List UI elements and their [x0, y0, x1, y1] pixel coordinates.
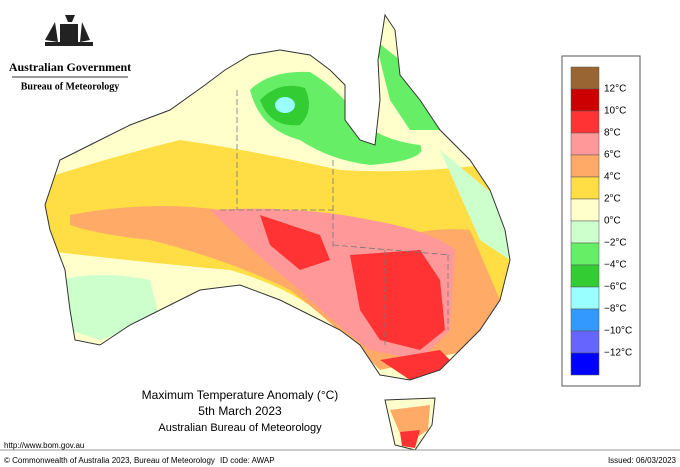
legend-swatch: [570, 330, 600, 354]
legend-swatch: [570, 154, 600, 178]
legend-label: −6°C: [604, 282, 627, 293]
legend-label: −8°C: [604, 304, 627, 315]
legend-label: −4°C: [604, 260, 627, 271]
map-title: Maximum Temperature Anomaly (°C): [142, 388, 339, 402]
legend-swatch: [570, 352, 600, 376]
legend-label: 6°C: [604, 150, 621, 161]
map-source: Australian Bureau of Meteorology: [158, 422, 322, 434]
legend-label: −12°C: [604, 348, 632, 359]
legend-swatch: [570, 308, 600, 332]
legend-swatch: [570, 88, 600, 112]
legend-swatch: [570, 176, 600, 200]
legend-label: 4°C: [604, 172, 621, 183]
legend-swatch: [570, 220, 600, 244]
legend-label: 12°C: [604, 84, 626, 95]
legend-label: 2°C: [604, 194, 621, 205]
legend-swatch: [570, 264, 600, 288]
legend-label: 0°C: [604, 216, 621, 227]
legend-swatch: [570, 198, 600, 222]
legend-swatch: [570, 242, 600, 266]
legend-swatch: [570, 66, 600, 90]
coat-of-arms: [45, 15, 93, 46]
header-agency: Bureau of Meteorology: [21, 81, 120, 92]
legend: 12°C 10°C 8°C 6°C 4°C 2°C 0°C −2°C −4°C −6°C −8°C −…: [570, 66, 632, 376]
legend-label: 10°C: [604, 106, 626, 117]
legend-label: 8°C: [604, 128, 621, 139]
legend-swatch: [570, 132, 600, 156]
legend-swatch: [570, 110, 600, 134]
legend-label: −2°C: [604, 238, 627, 249]
footer-issued: Issued: 06/03/2023: [608, 456, 677, 465]
footer-copyright: © Commonwealth of Australia 2023, Bureau…: [4, 456, 215, 465]
header-government: Australian Government: [9, 60, 131, 74]
map-date: 5th March 2023: [198, 404, 282, 418]
legend-label: −10°C: [604, 326, 632, 337]
footer-id: ID code: AWAP: [220, 456, 275, 465]
footer-url: http://www.bom.gov.au: [4, 441, 84, 450]
coastline: [44, 13, 511, 451]
legend-swatch: [570, 286, 600, 310]
